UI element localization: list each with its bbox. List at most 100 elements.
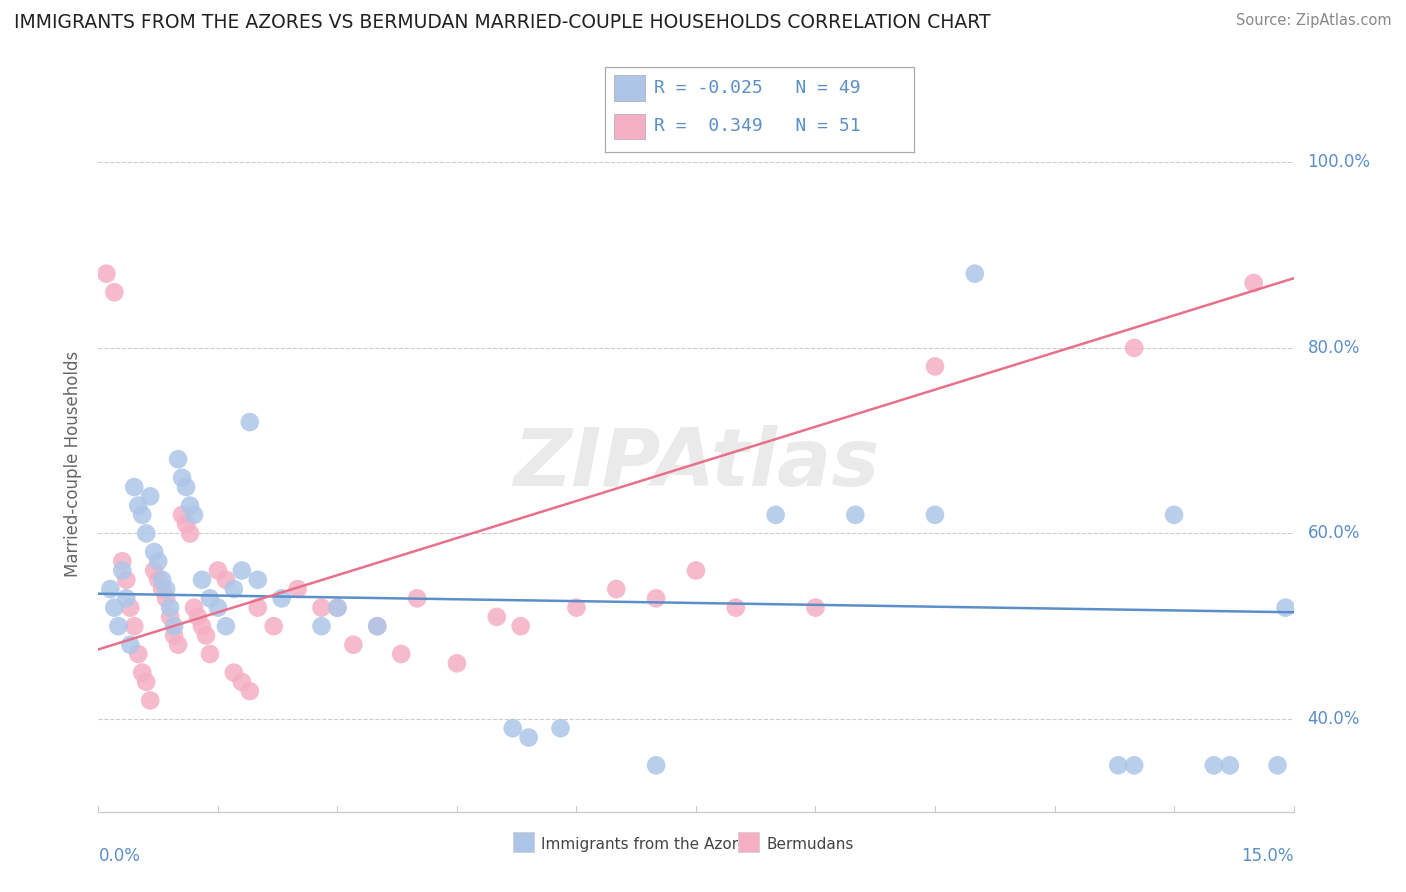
Point [366, 619, 388, 633]
Point [111, 564, 134, 578]
Point [1123, 758, 1146, 772]
Point [174, 517, 197, 532]
Point [231, 564, 253, 578]
Point [366, 619, 388, 633]
Point [270, 591, 292, 606]
Point [191, 619, 214, 633]
Point [1202, 758, 1225, 772]
Point [1163, 508, 1185, 522]
Point [1274, 600, 1296, 615]
Point [1123, 341, 1146, 355]
Point [389, 647, 412, 661]
Point [172, 471, 194, 485]
Point [111, 554, 134, 568]
Bar [614, 76, 645, 101]
Point [645, 758, 668, 772]
Point [446, 657, 468, 671]
Point [179, 499, 201, 513]
Point [135, 526, 157, 541]
Point [550, 721, 572, 735]
Point [183, 508, 205, 522]
Point [131, 665, 153, 680]
Text: R = -0.025   N = 49: R = -0.025 N = 49 [654, 79, 860, 97]
Point [311, 619, 333, 633]
Point [98, 582, 122, 596]
Point [172, 508, 194, 522]
Point [115, 591, 138, 606]
Point [131, 508, 153, 522]
Point [963, 267, 986, 281]
Point [183, 600, 205, 615]
Point [1267, 758, 1289, 772]
Point [120, 638, 142, 652]
Text: Immigrants from the Azores: Immigrants from the Azores [541, 838, 755, 852]
Point [163, 619, 186, 633]
Point [924, 508, 946, 522]
Point [502, 721, 524, 735]
Point [191, 573, 214, 587]
Point [124, 480, 146, 494]
Point [143, 545, 166, 559]
Point [239, 684, 262, 698]
Text: 0.0%: 0.0% [98, 847, 141, 865]
Point [263, 619, 285, 633]
Point [143, 564, 166, 578]
Point [844, 508, 866, 522]
Point [765, 508, 787, 522]
Point [135, 674, 157, 689]
Point [207, 600, 229, 615]
Text: IMMIGRANTS FROM THE AZORES VS BERMUDAN MARRIED-COUPLE HOUSEHOLDS CORRELATION CHA: IMMIGRANTS FROM THE AZORES VS BERMUDAN M… [14, 13, 991, 32]
Point [124, 619, 146, 633]
Point [517, 731, 540, 745]
Text: ZIPAtlas: ZIPAtlas [513, 425, 879, 503]
Point [804, 600, 827, 615]
Point [239, 415, 262, 429]
Point [246, 600, 269, 615]
Point [139, 693, 162, 707]
Point [406, 591, 429, 606]
Point [127, 647, 149, 661]
Point [150, 582, 173, 596]
Text: R =  0.349   N = 51: R = 0.349 N = 51 [654, 117, 860, 136]
Point [148, 573, 170, 587]
Point [215, 619, 238, 633]
Point [509, 619, 531, 633]
Point [167, 638, 190, 652]
Point [198, 591, 221, 606]
Point [342, 638, 364, 652]
Point [163, 628, 186, 642]
Point [724, 600, 747, 615]
Point [150, 573, 173, 587]
Text: Source: ZipAtlas.com: Source: ZipAtlas.com [1236, 13, 1392, 29]
Point [605, 582, 627, 596]
Point [565, 600, 588, 615]
Point [174, 480, 197, 494]
Point [326, 600, 349, 615]
Text: 80.0%: 80.0% [1308, 339, 1360, 357]
Point [103, 600, 125, 615]
Point [924, 359, 946, 374]
Point [115, 573, 138, 587]
Bar [614, 113, 645, 139]
Point [159, 610, 181, 624]
Point [96, 267, 118, 281]
Point [167, 452, 190, 467]
Point [231, 674, 253, 689]
Point [207, 564, 229, 578]
Point [120, 600, 142, 615]
Point [187, 610, 209, 624]
Point [1243, 276, 1265, 290]
Text: 60.0%: 60.0% [1308, 524, 1360, 542]
Point [155, 582, 177, 596]
Point [155, 591, 177, 606]
Point [148, 554, 170, 568]
Point [195, 628, 218, 642]
Point [685, 564, 707, 578]
Point [1107, 758, 1129, 772]
Text: Bermudans: Bermudans [766, 838, 853, 852]
Point [159, 600, 181, 615]
Point [139, 489, 162, 503]
Point [311, 600, 333, 615]
Point [215, 573, 238, 587]
Point [103, 285, 125, 300]
